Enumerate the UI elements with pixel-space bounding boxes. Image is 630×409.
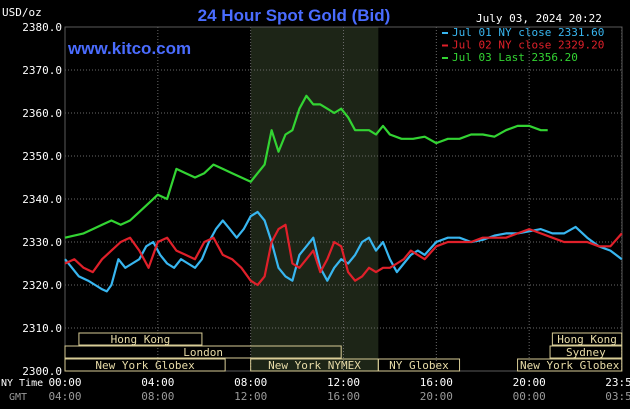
x-tick-label-gmt: 03:59 xyxy=(605,390,630,403)
x-tick-label-gmt: 16:00 xyxy=(327,390,360,403)
session-bar-frame xyxy=(377,358,461,372)
gmt-label: GMT xyxy=(9,392,27,403)
x-tick-label-gmt: 12:00 xyxy=(234,390,267,403)
x-tick-label-ny: 16:00 xyxy=(420,376,453,389)
ny-time-label: NY Time xyxy=(1,378,43,389)
x-tick-label-ny: 00:00 xyxy=(48,376,81,389)
session-bar: NY Globex xyxy=(377,358,461,372)
legend-entry: Jul 01 NY close 2331.60 xyxy=(452,26,604,39)
y-tick-label: 2350.0 xyxy=(22,150,62,163)
x-tick-label-ny: 12:00 xyxy=(327,376,360,389)
legend-swatch xyxy=(442,57,448,59)
x-tick-label-gmt: 08:00 xyxy=(141,390,174,403)
y-tick-label: 2370.0 xyxy=(22,64,62,77)
y-axis-label: USD/oz xyxy=(2,6,42,19)
session-bar: New York Globex xyxy=(517,358,623,372)
session-bar: Hong Kong xyxy=(551,332,623,346)
price-series xyxy=(64,94,623,293)
session-label: New York Globex xyxy=(95,359,195,372)
timestamp: July 03, 2024 20:22 xyxy=(476,12,602,25)
x-tick-label-gmt: 00:00 xyxy=(513,390,546,403)
y-tick-label: 2380.0 xyxy=(22,21,62,34)
session-bar-frame xyxy=(551,332,623,346)
x-tick-label-gmt: 04:00 xyxy=(48,390,81,403)
series-line xyxy=(64,223,623,287)
session-bar: Sydney xyxy=(549,345,623,359)
session-label: Hong Kong xyxy=(557,333,617,346)
session-label: NY Globex xyxy=(389,359,449,372)
y-tick-label: 2300.0 xyxy=(22,365,62,378)
session-bar-frame xyxy=(64,345,342,359)
x-tick-label-ny: 23:59 xyxy=(605,376,630,389)
y-tick-label: 2310.0 xyxy=(22,322,62,335)
y-axis-ticks: 2380.0 2370.0 2360.0 2350.0 2340.0 2330.0 2320… xyxy=(22,21,62,378)
session-bar: New York NYMEX xyxy=(250,358,379,372)
x-tick-label-gmt: 20:00 xyxy=(420,390,453,403)
session-label: London xyxy=(183,346,223,359)
session-label: New York NYMEX xyxy=(268,359,361,372)
session-label: Hong Kong xyxy=(111,333,171,346)
x-tick-label-ny: 08:00 xyxy=(234,376,267,389)
chart-title: 24 Hour Spot Gold (Bid) xyxy=(198,6,391,25)
x-axis-ticks: 00:0004:0008:0012:0016:0020:0023:5904:00… xyxy=(48,376,630,403)
session-bar-frame xyxy=(64,358,226,372)
session-bar-frame xyxy=(517,358,623,372)
x-tick-label-ny: 20:00 xyxy=(513,376,546,389)
y-tick-label: 2360.0 xyxy=(22,107,62,120)
session-bar: London xyxy=(64,345,342,359)
session-bar-frame xyxy=(78,332,203,346)
session-bar: Hong Kong xyxy=(78,332,203,346)
legend-entry: Jul 03 Last 2356.20 xyxy=(452,51,578,64)
y-tick-label: 2340.0 xyxy=(22,193,62,206)
y-tick-label: 2330.0 xyxy=(22,236,62,249)
series-line xyxy=(64,94,548,239)
legend-entry: Jul 02 NY close 2329.20 xyxy=(452,39,604,52)
session-label: Sydney xyxy=(566,346,606,359)
session-label: New York Globex xyxy=(520,359,620,372)
session-bar: New York Globex xyxy=(64,358,226,372)
session-bar-frame xyxy=(549,345,623,359)
website-label: www.kitco.com xyxy=(67,39,191,58)
x-tick-label-ny: 04:00 xyxy=(141,376,174,389)
y-tick-label: 2320.0 xyxy=(22,279,62,292)
legend-swatch xyxy=(442,44,448,47)
legend-swatch xyxy=(442,32,448,34)
